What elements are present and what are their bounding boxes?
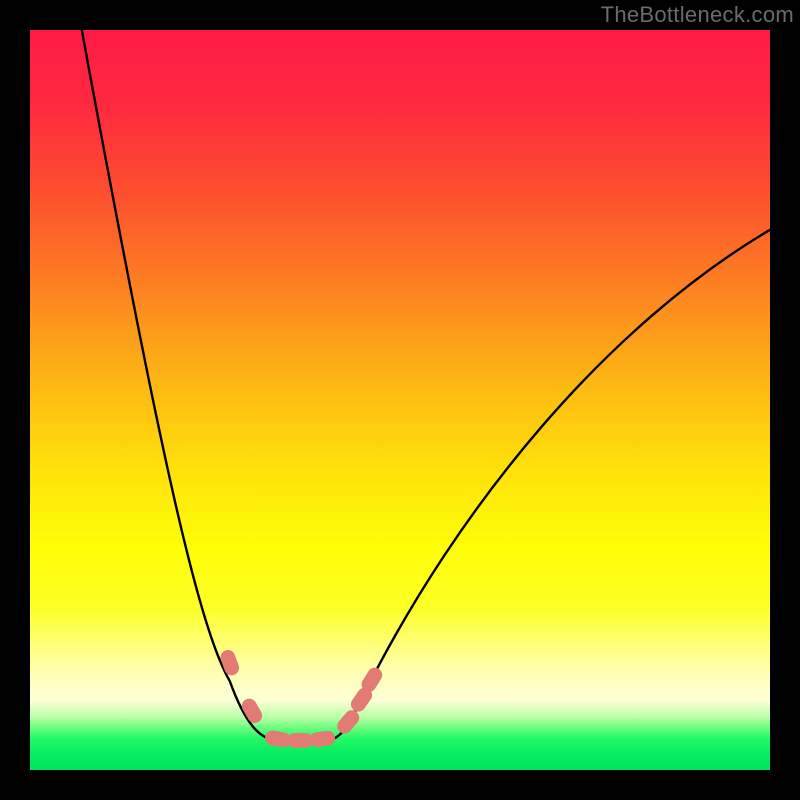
marker-point (287, 733, 313, 748)
chart-frame: TheBottleneck.com (0, 0, 800, 800)
plot-svg (0, 0, 800, 800)
gradient-background (30, 30, 770, 770)
plot-area (0, 0, 800, 800)
watermark-text: TheBottleneck.com (601, 0, 800, 28)
